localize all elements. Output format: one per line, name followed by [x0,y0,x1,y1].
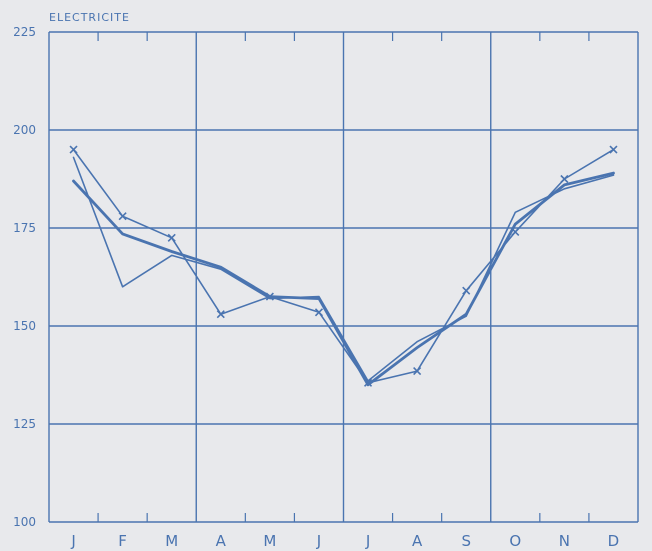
marker-stroke [511,227,520,236]
data-point-marker [167,233,176,242]
marker-stroke [118,212,127,221]
x-tick-label: N [559,532,570,550]
data-point-marker [560,174,569,184]
data-point-marker [314,308,324,317]
marker-stroke [167,233,176,242]
data-point-marker [69,145,78,154]
x-tick-label: S [461,532,471,550]
marker-stroke [216,310,225,319]
data-point-marker [609,145,618,154]
series-line-3 [72,171,615,387]
marker-stroke [609,145,618,154]
data-point-marker [216,310,225,319]
x-tick-label: A [412,532,423,550]
y-tick-label: 200 [13,123,36,137]
y-axis: 100 125 150 175 200 225 [13,25,36,529]
y-tick-label: 125 [13,417,36,431]
x-tick-label: M [263,532,276,550]
series-line-1 [72,148,615,384]
marker-stroke [462,286,471,295]
y-tick-label: 150 [13,319,36,333]
data-point-marker [413,367,422,376]
y-tick-label: 225 [13,25,36,39]
series-group [69,145,618,387]
marker-stroke [560,174,569,184]
chart-title: ELECTRICITE [49,11,130,24]
x-tick-label: F [118,532,127,550]
data-point-marker [118,212,127,221]
x-tick-label: D [608,532,620,550]
marker-stroke [69,145,78,154]
y-tick-label: 175 [13,221,36,235]
x-tick-label: A [216,532,227,550]
series-line-2 [72,156,615,382]
x-tick-label: O [509,532,521,550]
x-tick-label: J [70,532,75,550]
marker-stroke [413,367,422,376]
grid [48,31,639,523]
y-tick-label: 100 [13,515,36,529]
x-tick-label: J [365,532,370,550]
x-tick-label: J [316,532,321,550]
marker-stroke [314,308,324,317]
data-point-marker [462,286,471,295]
x-tick-label: M [165,532,178,550]
